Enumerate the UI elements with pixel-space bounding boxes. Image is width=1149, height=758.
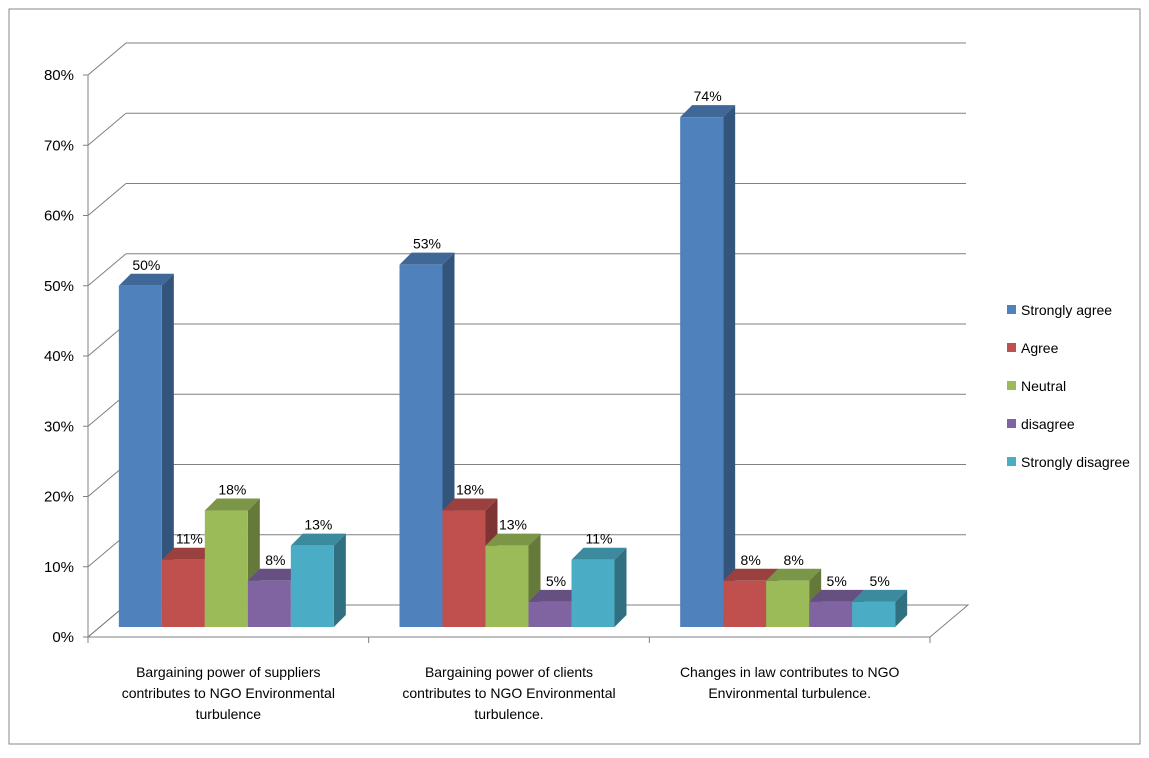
gridline-diagonal	[87, 42, 127, 76]
x-category-label-line: Bargaining power of clients	[425, 664, 593, 680]
bar-front	[680, 117, 724, 628]
bar	[680, 105, 736, 628]
legend-label: Agree	[1021, 340, 1059, 356]
bar-side	[895, 589, 908, 627]
data-label: 11%	[586, 531, 613, 547]
bar	[852, 589, 908, 627]
y-axis: 0% 10% 20% 30% 40% 50% 60% 70% 80%	[44, 67, 88, 646]
bar-front	[161, 559, 205, 627]
x-category-label: Bargaining power of clients contributes t…	[402, 664, 615, 722]
y-tick-label: 30%	[44, 418, 74, 435]
bar-top	[442, 498, 498, 511]
bar-front	[809, 601, 853, 627]
x-category-label-line: contributes to NGO Environmental	[402, 685, 615, 701]
data-label: 11%	[176, 531, 203, 547]
data-label: 53%	[413, 236, 441, 252]
data-label: 13%	[304, 517, 332, 533]
bars	[118, 105, 908, 628]
legend-swatch	[1007, 343, 1016, 352]
legend-swatch	[1007, 457, 1016, 466]
bar-top	[680, 105, 736, 118]
legend-label: Neutral	[1021, 378, 1066, 394]
legend-label: Strongly agree	[1021, 302, 1112, 318]
bar-top	[723, 568, 779, 581]
bar-front	[290, 545, 334, 627]
y-tick-label: 20%	[44, 489, 74, 506]
bar	[571, 547, 627, 627]
bar-top	[809, 589, 865, 602]
y-tick-label: 40%	[44, 348, 74, 365]
bar-front	[399, 264, 443, 627]
data-label: 13%	[499, 517, 527, 533]
bar-top	[528, 589, 584, 602]
y-tick-label: 50%	[44, 278, 74, 295]
data-label: 8%	[741, 552, 761, 568]
bar-top	[204, 498, 260, 511]
data-label: 50%	[132, 257, 160, 273]
data-label: 18%	[218, 482, 246, 498]
bar-front	[723, 580, 767, 627]
x-category-label-line: Environmental turbulence.	[708, 685, 871, 701]
x-category-label-line: contributes to NGO Environmental	[122, 685, 335, 701]
data-labels: 50% 11% 18% 8% 13% 53% 18% 13% 5% 11% 74% 8% 8% 5% 5%	[132, 88, 889, 589]
data-label: 5%	[827, 573, 847, 589]
x-category-label-line: turbulence.	[474, 706, 543, 722]
legend-swatch	[1007, 381, 1016, 390]
bar-front	[247, 580, 291, 627]
bar-front	[766, 580, 810, 627]
bar-top	[485, 533, 541, 546]
bar-top	[399, 252, 455, 265]
y-tick-label: 60%	[44, 208, 74, 225]
gridline-diagonal	[87, 183, 127, 216]
bar-front	[485, 545, 529, 627]
x-category-label: Changes in law contributes to NGO Environ…	[680, 664, 900, 701]
bar-side	[333, 533, 346, 627]
y-tick-label: 0%	[52, 629, 74, 646]
x-category-label-line: Changes in law contributes to NGO	[680, 664, 900, 680]
bar-top	[852, 589, 908, 602]
bar-top	[571, 547, 627, 560]
gridline-diagonal	[87, 253, 127, 287]
y-tick-label: 80%	[44, 67, 74, 84]
gridlines	[87, 42, 966, 638]
data-label: 74%	[694, 88, 722, 104]
x-category-label: Bargaining power of suppliers contributes…	[122, 664, 335, 722]
data-label: 8%	[784, 552, 804, 568]
bar-side	[161, 273, 174, 627]
bar-side	[614, 547, 627, 627]
legend-label: disagree	[1021, 416, 1075, 432]
bar-front	[204, 510, 248, 627]
bar	[118, 273, 174, 627]
bar	[290, 533, 346, 627]
data-label: 5%	[870, 573, 890, 589]
bar-front	[118, 285, 162, 627]
x-axis: Bargaining power of suppliers contributes…	[87, 637, 931, 722]
bar-front	[442, 510, 486, 627]
bar-top	[118, 273, 174, 286]
bar-top	[766, 568, 822, 581]
data-label: 18%	[456, 482, 484, 498]
gridline-diagonal	[87, 112, 127, 146]
legend: Strongly agree Agree Neutral disagree Strong…	[1007, 302, 1130, 470]
data-label: 5%	[546, 573, 566, 589]
x-category-label-line: turbulence	[196, 706, 262, 722]
legend-swatch	[1007, 305, 1016, 314]
legend-label: Strongly disagree	[1021, 454, 1130, 470]
bar-front	[852, 601, 896, 627]
bar-top	[161, 547, 217, 560]
bar-front	[571, 559, 615, 627]
y-tick-label: 10%	[44, 559, 74, 576]
legend-swatch	[1007, 419, 1016, 428]
data-label: 8%	[265, 552, 285, 568]
y-tick-label: 70%	[44, 137, 74, 154]
chart-border	[8, 8, 1141, 745]
bar-top	[247, 568, 303, 581]
bar-front	[528, 601, 572, 627]
bar-side	[723, 105, 736, 627]
x-category-label-line: Bargaining power of suppliers	[136, 664, 320, 680]
bar-top	[290, 533, 346, 546]
